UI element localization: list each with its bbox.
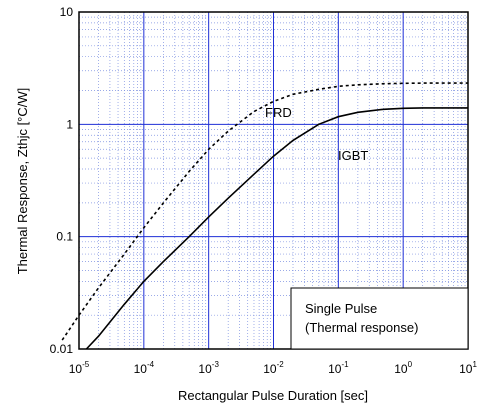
- frd-annotation: FRD: [265, 105, 292, 120]
- series-line-frd: [61, 82, 468, 341]
- legend-box: Single Pulse (Thermal response): [290, 287, 469, 350]
- series-line-igbt: [85, 107, 468, 350]
- x-tick-label: 10-4: [134, 360, 155, 376]
- y-tick-labels: 0.01 0.1 1 10: [50, 5, 74, 356]
- x-tick-label: 100: [394, 360, 412, 376]
- x-tick-label: 10-5: [69, 360, 90, 376]
- plot-frame: [78, 11, 469, 350]
- legend-box-frame: [290, 287, 469, 350]
- x-tick-label: 101: [459, 360, 477, 376]
- y-tick-label: 0.01: [50, 342, 74, 356]
- x-tick-label: 10-2: [263, 360, 284, 376]
- legend-line-2: (Thermal response): [305, 320, 418, 335]
- y-tick-label: 1: [66, 117, 73, 131]
- x-tick-labels: 10-5 10-4 10-3 10-2 10-1 100 101: [69, 360, 478, 376]
- x-tick-label: 10-3: [198, 360, 219, 376]
- series-layer: [61, 82, 468, 350]
- y-tick-label: 0.1: [56, 230, 73, 244]
- y-tick-label: 10: [60, 5, 74, 19]
- x-tick-label: 10-1: [328, 360, 349, 376]
- x-axis-title: Rectangular Pulse Duration [sec]: [178, 388, 368, 403]
- legend-line-1: Single Pulse: [305, 301, 377, 316]
- igbt-annotation: IGBT: [338, 148, 368, 163]
- y-axis-title: Thermal Response, Zthjc [°C/W]: [15, 88, 30, 275]
